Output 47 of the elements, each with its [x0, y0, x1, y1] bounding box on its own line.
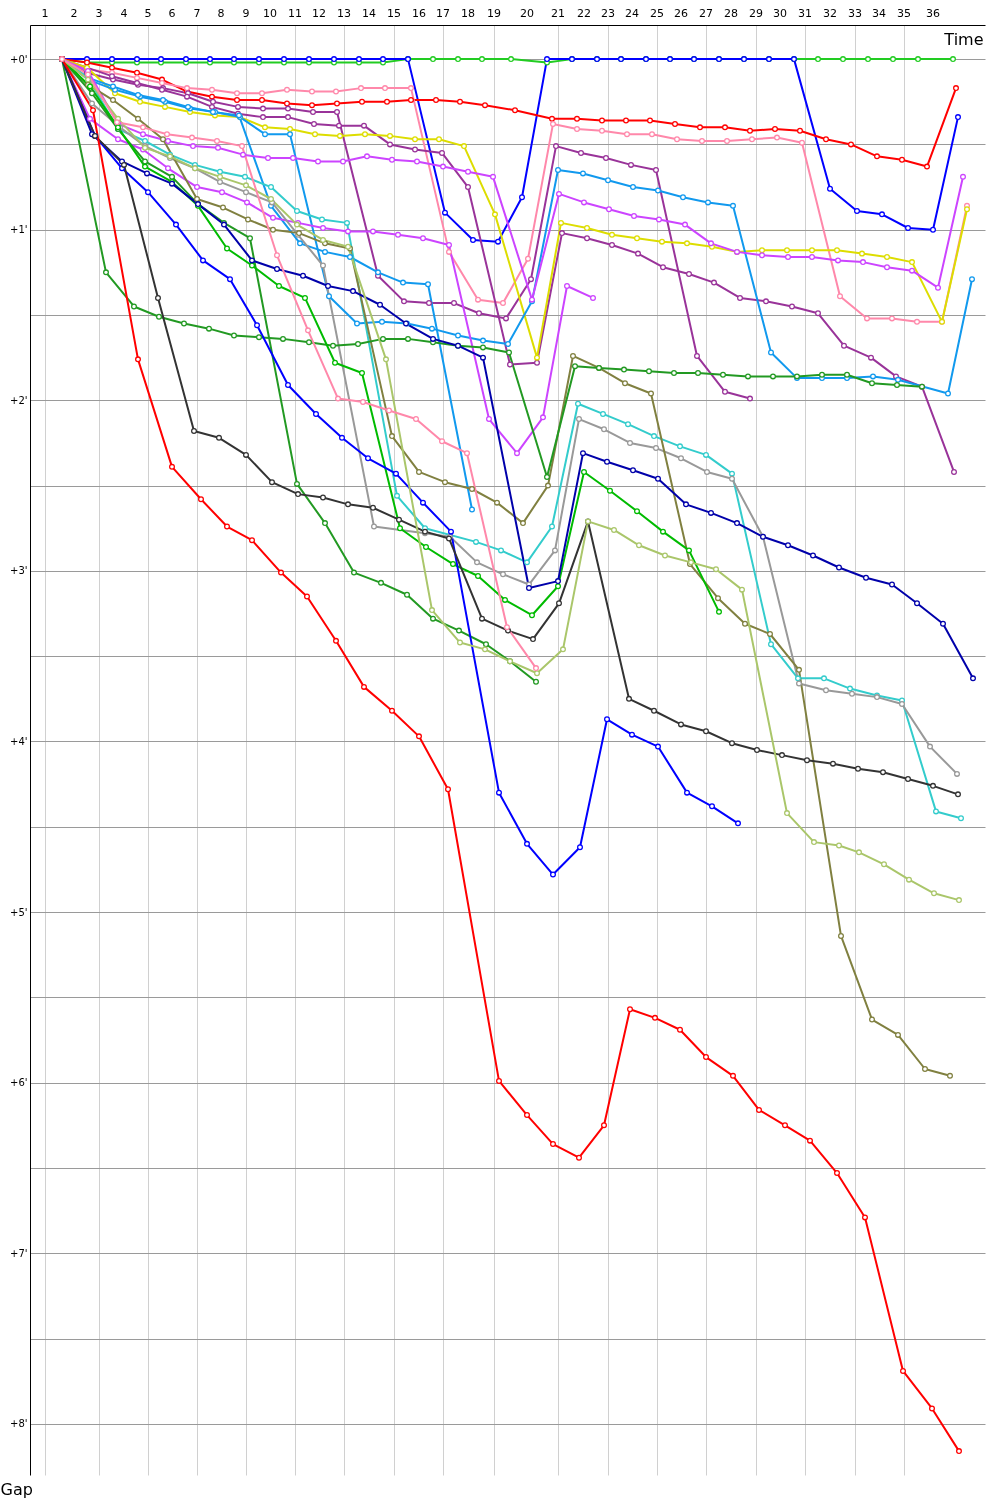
x-tick-label: 27	[699, 7, 713, 20]
y-tick-label: +1'	[10, 224, 28, 236]
y-tick-label: +3'	[10, 565, 28, 577]
x-tick-label: 10	[263, 7, 277, 20]
y-tick-label: +7'	[10, 1247, 28, 1259]
x-tick-label: 24	[625, 7, 639, 20]
x-tick-label: 5	[144, 7, 152, 20]
x-tick-label: 6	[168, 7, 176, 20]
x-axis-title: Time	[943, 29, 984, 49]
x-tick-label: 4	[120, 7, 128, 20]
x-tick-label: 29	[749, 7, 763, 20]
x-tick-label: 20	[520, 7, 534, 20]
x-tick-label: 15	[387, 7, 401, 20]
y-tick-label: +6'	[10, 1077, 28, 1089]
x-tick-label: 36	[926, 7, 940, 20]
x-tick-label: 17	[436, 7, 450, 20]
x-tick-label: 33	[848, 7, 862, 20]
x-tick-label: 7	[193, 7, 201, 20]
x-tick-label: 32	[823, 7, 837, 20]
x-tick-label: 22	[577, 7, 591, 20]
x-tick-label: 25	[650, 7, 664, 20]
x-tick-label: 21	[551, 7, 565, 20]
x-tick-label: 18	[461, 7, 475, 20]
y-tick-label: +0'	[10, 53, 28, 65]
x-tick-label: 12	[312, 7, 326, 20]
y-tick-label: +2'	[10, 394, 28, 406]
x-tick-label: 26	[674, 7, 688, 20]
x-tick-label: 34	[872, 7, 886, 20]
x-tick-label: 14	[362, 7, 376, 20]
y-axis-title: Gap	[0, 1479, 33, 1499]
x-tick-label: 16	[412, 7, 426, 20]
x-tick-label: 8	[217, 7, 225, 20]
y-tick-label: +4'	[10, 735, 28, 747]
x-tick-label: 11	[288, 7, 302, 20]
x-tick-label: 3	[95, 7, 103, 20]
y-tick-label: +5'	[10, 906, 28, 918]
x-tick-label: 19	[487, 7, 501, 20]
x-tick-label: 31	[798, 7, 812, 20]
x-tick-label: 1	[41, 7, 49, 20]
x-tick-label: 13	[337, 7, 351, 20]
x-tick-label: 2	[70, 7, 78, 20]
x-tick-label: 28	[724, 7, 738, 20]
x-tick-label: 9	[242, 7, 250, 20]
y-tick-label: +8'	[10, 1418, 28, 1430]
x-tick-label: 23	[601, 7, 615, 20]
x-tick-label: 30	[773, 7, 787, 20]
x-tick-label: 35	[897, 7, 911, 20]
